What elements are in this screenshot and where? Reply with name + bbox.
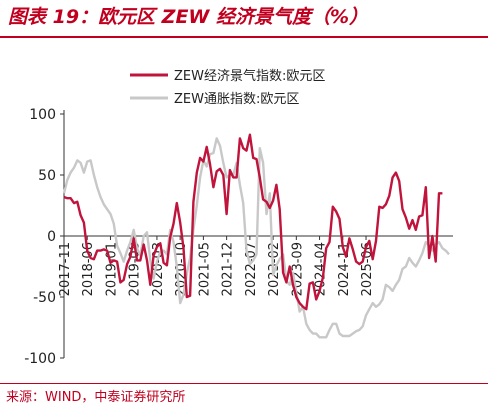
x-tick-label: 2021-05: [197, 242, 212, 296]
series-line-economic-sentiment: [63, 133, 443, 311]
x-tick-label: 2024-11: [337, 242, 352, 296]
y-tick-label: -100: [24, 351, 56, 367]
y-tick-label: 0: [47, 229, 56, 245]
x-tick-label: 2025-06: [360, 242, 375, 296]
line-chart: ZEW经济景气指数:欧元区 ZEW通胀指数:欧元区 100 50 0 -50 -100 2…: [24, 68, 453, 367]
y-tick-label: 100: [29, 107, 56, 123]
y-axis: 100 50 0 -50 -100: [24, 107, 65, 367]
x-tick-label: 2017-11: [58, 242, 73, 296]
y-tick-label: -50: [33, 290, 56, 306]
chart-title: 图表 19：欧元区 ZEW 经济景气度（%）: [8, 6, 369, 28]
legend-label: ZEW经济景气指数:欧元区: [174, 68, 325, 84]
x-tick-label: 2023-09: [290, 242, 305, 296]
source-divider: [0, 383, 488, 384]
x-axis: 2017-11 2018-06 2019-01 2019-08 2020-03 2020-…: [58, 235, 453, 296]
y-tick-label: 50: [38, 168, 56, 184]
source-note: 来源：WIND，中泰证券研究所: [6, 390, 186, 405]
x-tick-label: 2021-12: [221, 242, 236, 296]
title-divider: [0, 36, 488, 38]
legend: ZEW经济景气指数:欧元区 ZEW通胀指数:欧元区: [130, 68, 325, 107]
series-line-inflation: [62, 137, 450, 339]
series-lines: [62, 133, 450, 339]
x-tick-label: 2018-06: [81, 242, 96, 296]
legend-label: ZEW通胀指数:欧元区: [174, 92, 299, 107]
